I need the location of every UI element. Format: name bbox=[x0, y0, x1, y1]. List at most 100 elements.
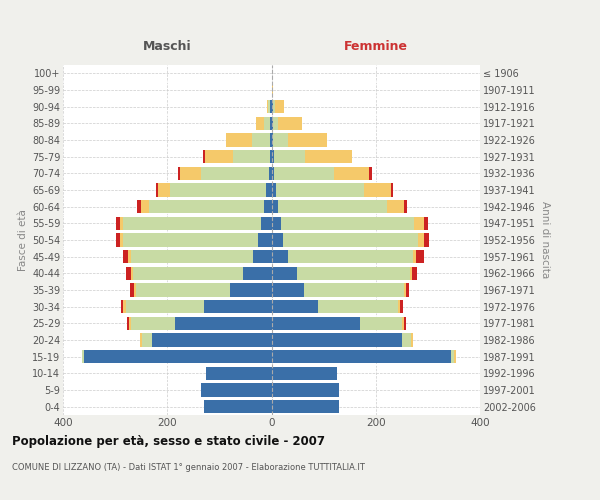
Bar bbox=[271, 100, 284, 114]
Bar bbox=[259, 234, 271, 246]
Bar bbox=[271, 134, 327, 146]
Bar bbox=[149, 200, 271, 213]
Bar bbox=[82, 350, 271, 364]
Bar bbox=[158, 184, 271, 196]
Bar bbox=[271, 250, 416, 264]
Text: Maschi: Maschi bbox=[143, 40, 191, 52]
Bar bbox=[206, 366, 271, 380]
Bar bbox=[271, 134, 327, 146]
Bar bbox=[123, 250, 271, 264]
Bar bbox=[82, 350, 271, 364]
Bar bbox=[128, 316, 271, 330]
Bar bbox=[271, 384, 339, 396]
Bar bbox=[233, 150, 271, 164]
Bar bbox=[206, 366, 271, 380]
Bar bbox=[271, 266, 412, 280]
Bar bbox=[266, 184, 271, 196]
Bar bbox=[271, 400, 339, 413]
Bar bbox=[141, 200, 271, 213]
Text: Femmine: Femmine bbox=[344, 40, 408, 52]
Bar bbox=[268, 100, 271, 114]
Bar bbox=[204, 400, 271, 413]
Bar bbox=[124, 300, 271, 314]
Bar bbox=[271, 300, 400, 314]
Bar bbox=[271, 200, 387, 213]
Bar bbox=[271, 100, 284, 114]
Bar bbox=[261, 216, 271, 230]
Bar bbox=[271, 284, 409, 296]
Bar bbox=[271, 166, 370, 180]
Bar bbox=[271, 150, 352, 164]
Bar bbox=[264, 116, 271, 130]
Bar bbox=[131, 316, 271, 330]
Bar bbox=[128, 250, 271, 264]
Bar bbox=[203, 150, 271, 164]
Bar bbox=[116, 216, 271, 230]
Bar bbox=[271, 250, 413, 264]
Bar bbox=[178, 166, 271, 180]
Bar bbox=[271, 200, 278, 213]
Bar bbox=[271, 184, 275, 196]
Bar bbox=[136, 284, 271, 296]
Bar bbox=[271, 250, 424, 264]
Bar bbox=[263, 200, 271, 213]
Bar bbox=[271, 300, 403, 314]
Bar bbox=[256, 116, 271, 130]
Bar bbox=[271, 284, 406, 296]
Bar bbox=[271, 284, 404, 296]
Bar bbox=[271, 116, 302, 130]
Bar bbox=[204, 400, 271, 413]
Bar bbox=[180, 166, 271, 180]
Bar bbox=[271, 166, 274, 180]
Bar bbox=[127, 316, 271, 330]
Text: Popolazione per età, sesso e stato civile - 2007: Popolazione per età, sesso e stato civil… bbox=[12, 435, 325, 448]
Bar bbox=[201, 384, 271, 396]
Bar bbox=[271, 350, 451, 364]
Bar bbox=[271, 216, 424, 230]
Bar bbox=[205, 150, 271, 164]
Bar bbox=[271, 184, 391, 196]
Bar bbox=[271, 216, 281, 230]
Bar bbox=[140, 334, 271, 346]
Bar bbox=[271, 84, 272, 96]
Y-axis label: Anni di nascita: Anni di nascita bbox=[539, 202, 550, 278]
Bar bbox=[271, 200, 404, 213]
Bar bbox=[123, 234, 271, 246]
Bar bbox=[271, 150, 352, 164]
Bar bbox=[201, 166, 271, 180]
Bar bbox=[201, 384, 271, 396]
Bar bbox=[125, 300, 271, 314]
Bar bbox=[271, 384, 339, 396]
Bar bbox=[152, 334, 271, 346]
Bar bbox=[271, 350, 456, 364]
Bar bbox=[271, 350, 456, 364]
Bar bbox=[271, 234, 418, 246]
Bar bbox=[206, 366, 271, 380]
Bar bbox=[252, 134, 271, 146]
Bar bbox=[271, 234, 283, 246]
Bar bbox=[271, 216, 414, 230]
Bar bbox=[271, 134, 287, 146]
Bar bbox=[271, 250, 288, 264]
Bar bbox=[156, 184, 271, 196]
Bar bbox=[271, 116, 278, 130]
Bar bbox=[271, 300, 398, 314]
Bar bbox=[201, 384, 271, 396]
Bar bbox=[271, 400, 339, 413]
Bar bbox=[271, 316, 406, 330]
Bar bbox=[134, 284, 271, 296]
Bar bbox=[271, 100, 275, 114]
Bar bbox=[271, 150, 274, 164]
Bar bbox=[204, 400, 271, 413]
Bar bbox=[271, 200, 407, 213]
Bar bbox=[271, 116, 273, 130]
Bar bbox=[271, 384, 339, 396]
Bar bbox=[230, 284, 271, 296]
Bar bbox=[271, 300, 319, 314]
Bar bbox=[271, 366, 337, 380]
Bar bbox=[226, 134, 271, 146]
Bar bbox=[126, 266, 271, 280]
Bar bbox=[271, 284, 304, 296]
Bar bbox=[271, 166, 334, 180]
Bar bbox=[271, 384, 339, 396]
